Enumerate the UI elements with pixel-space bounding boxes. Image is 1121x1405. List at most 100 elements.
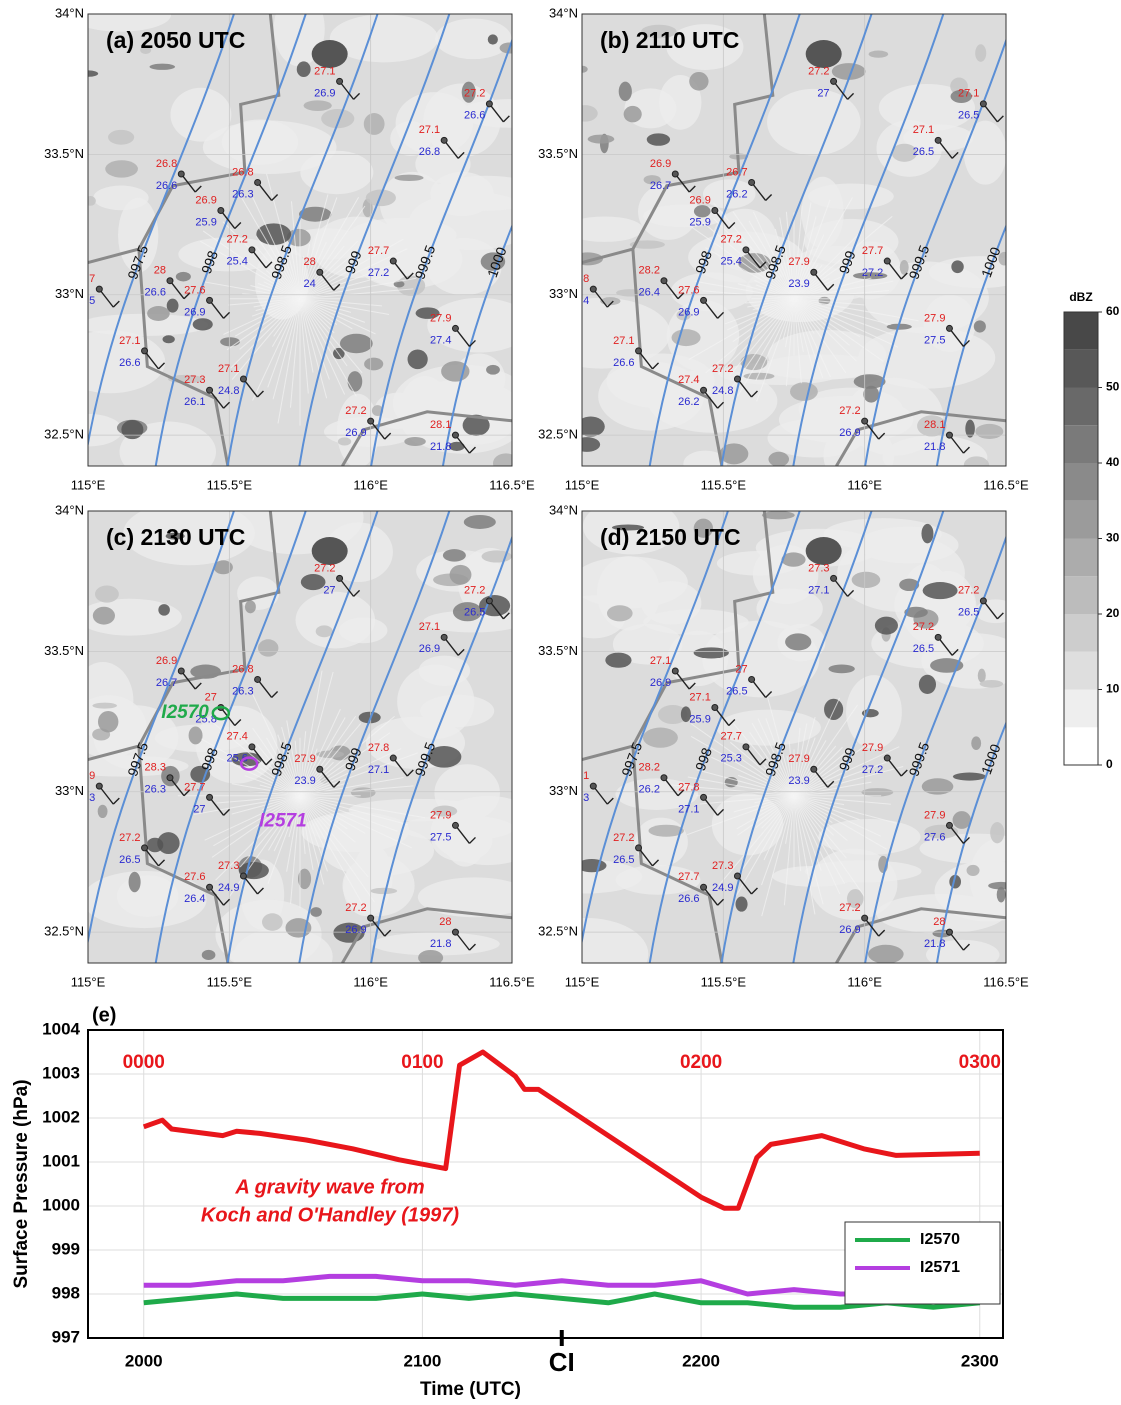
radar-ray <box>299 717 346 797</box>
temperature-label: 27.2 <box>712 363 733 375</box>
radar-ray <box>755 795 795 829</box>
dewpoint-label: 25.8 <box>195 713 216 725</box>
echo <box>853 272 888 280</box>
temperature-label: 27.2 <box>958 585 979 597</box>
colorbar-step <box>1064 651 1098 690</box>
echo <box>693 647 729 659</box>
echo <box>899 578 920 592</box>
radar-ray <box>755 284 795 300</box>
wind-barb <box>333 283 341 291</box>
wind-barb <box>353 92 361 100</box>
y-tick-label: 1001 <box>42 1151 80 1170</box>
colorbar-label: dBZ <box>1069 290 1092 304</box>
light-area <box>606 353 715 409</box>
station <box>206 386 214 394</box>
radar-ray <box>204 795 301 841</box>
wind-barb <box>180 173 196 193</box>
echo <box>868 944 904 963</box>
radar-ray <box>793 205 803 299</box>
radar-ray <box>793 298 824 378</box>
radar-ray <box>238 193 301 300</box>
temperature-label: 28 <box>304 256 316 268</box>
echo <box>990 822 1005 844</box>
radar-ray <box>286 720 301 796</box>
radar-ray <box>267 795 301 824</box>
wind-barb <box>677 789 685 797</box>
y-tick-label: 997 <box>52 1327 80 1346</box>
radar-ray <box>688 298 795 360</box>
radar-ray <box>689 225 795 300</box>
radar-ray <box>732 211 795 300</box>
echo <box>337 437 352 446</box>
light-area <box>426 237 502 296</box>
isobar <box>864 534 1006 963</box>
echo <box>310 907 322 917</box>
radar-ray <box>793 298 899 348</box>
temperature-label: 27.1 <box>913 124 934 136</box>
station-highlight <box>211 705 231 721</box>
radar-ray <box>259 767 301 797</box>
dewpoint-label: 26.5 <box>913 643 934 655</box>
echo <box>680 706 691 723</box>
echo <box>415 307 440 319</box>
isobar <box>226 14 379 466</box>
temperature-label: 27.2 <box>613 832 634 844</box>
dewpoint-label: 26.9 <box>314 87 335 99</box>
station <box>700 386 708 394</box>
light-area <box>170 87 232 142</box>
dewpoint-label: 26.1 <box>184 396 205 408</box>
radar-ray <box>299 298 366 323</box>
temperature-label: 27.7 <box>368 245 389 257</box>
isobar-label: 998 <box>198 745 221 773</box>
radar-ray <box>299 205 366 300</box>
radar-ray <box>686 795 795 836</box>
light-area <box>427 297 512 353</box>
echo <box>828 664 855 674</box>
radar-ray <box>299 782 348 797</box>
wind-barb <box>502 612 510 620</box>
wind-barb <box>765 690 773 698</box>
temperature-label: 27.9 <box>924 312 945 324</box>
light-area <box>582 297 671 369</box>
dewpoint-label: 26.7 <box>650 180 671 192</box>
ci-label: CI <box>549 1347 575 1377</box>
map-panel: 997.5 998 998.5 999 999.5 100027.327.127.126.… <box>582 511 1006 963</box>
echo <box>824 698 844 721</box>
dewpoint-label: 26.9 <box>345 427 366 439</box>
dewpoint-label: 26.9 <box>345 924 366 936</box>
radar-ray <box>793 795 887 850</box>
temperature-label: 27.1 <box>419 621 440 633</box>
radar-ray <box>299 752 418 797</box>
radar-ray <box>793 298 919 322</box>
wind-barb <box>468 943 476 951</box>
radar-ray <box>779 217 795 299</box>
radar-ray <box>299 671 334 796</box>
radar-ray <box>793 227 866 300</box>
wind-barb <box>339 577 355 597</box>
echo <box>719 443 749 465</box>
dewpoint-label: 25.9 <box>689 216 710 228</box>
radar-ray <box>753 211 795 299</box>
temperature-label: 27.9 <box>862 742 883 754</box>
province-boundary <box>88 14 512 466</box>
isobar <box>935 223 1006 466</box>
temperature-label: 27.8 <box>368 742 389 754</box>
isobar <box>720 14 873 466</box>
radar-ray <box>793 298 891 326</box>
temperature-label: 28.2 <box>639 265 660 277</box>
light-area <box>88 330 166 394</box>
wind-barb <box>592 288 608 308</box>
echo <box>350 787 376 799</box>
dewpoint-label: 27.2 <box>368 267 389 279</box>
wind-barb <box>759 758 767 766</box>
echo <box>605 652 632 668</box>
echo <box>886 323 912 330</box>
temperature-label: 27.9 <box>74 770 95 782</box>
temperature-label: 27.2 <box>227 234 248 246</box>
radar-ray <box>299 795 426 819</box>
station <box>589 782 597 790</box>
light-area <box>88 598 182 636</box>
colorbar-tick-label: 50 <box>1106 380 1120 394</box>
station <box>830 574 838 582</box>
radar-ray <box>299 731 307 796</box>
